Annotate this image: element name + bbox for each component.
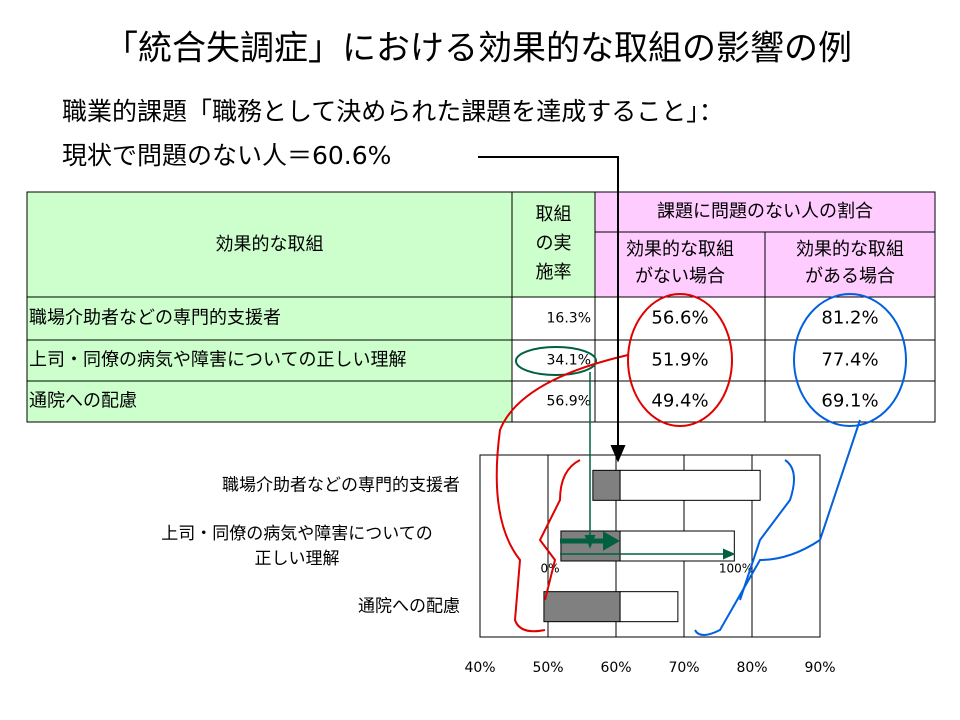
table-header: 効果的な取組 xyxy=(796,239,904,260)
title: 「統合失調症」における効果的な取組の影響の例 xyxy=(104,29,852,69)
table-header: の実 xyxy=(536,233,572,254)
y-tick-label: 職場介助者などの専門的支援者 xyxy=(222,475,460,495)
bar-without xyxy=(543,591,621,623)
table-header: 取組 xyxy=(536,204,572,225)
table-cell-text: 49.4% xyxy=(651,391,708,412)
brace xyxy=(538,459,581,601)
table-cell xyxy=(594,380,766,423)
brace xyxy=(495,354,629,633)
table-cell-text: 16.3% xyxy=(547,311,591,327)
highlight-ellipse xyxy=(793,293,907,427)
x-tick-label: 90% xyxy=(804,660,835,676)
table-cell xyxy=(594,339,766,382)
highlight-ellipse xyxy=(515,346,597,376)
table-cell-text: 通院への配慮 xyxy=(29,391,137,412)
chart: 40% 50% 60% 70% 80% 90% 職場介助者などの専門的支援者上司・同僚の病気… xyxy=(161,454,836,676)
bar-with xyxy=(619,469,761,501)
decorations xyxy=(478,156,907,636)
bar-without xyxy=(592,469,621,501)
table-cell xyxy=(26,191,513,298)
table-cell-text: 職場介助者などの専門的支援者 xyxy=(29,308,281,329)
table-cell xyxy=(26,339,513,382)
annotation: 100% xyxy=(719,562,753,576)
table-cell-text: 56.6% xyxy=(651,308,708,329)
x-tick-label: 70% xyxy=(668,660,699,676)
table-cell-text: 69.1% xyxy=(821,391,878,412)
bar-with xyxy=(619,591,679,623)
y-tick-label: 通院への配慮 xyxy=(358,597,460,617)
table-cell-text: 77.4% xyxy=(821,350,878,371)
subtitle: 職業的課題「職務として決められた課題を達成すること」： xyxy=(62,97,724,126)
x-tick-label: 60% xyxy=(600,660,631,676)
table-cell-text: 56.9% xyxy=(547,394,591,410)
table-header: 効果的な取組 xyxy=(626,239,734,260)
table-cell xyxy=(26,296,513,341)
y-tick-label: 上司・同僚の病気や障害についての正しい理解 xyxy=(161,524,433,569)
table-cell xyxy=(594,296,766,341)
table-cell xyxy=(764,380,936,423)
table-cell xyxy=(26,380,513,423)
table-header: がない場合 xyxy=(635,266,725,287)
table-cell xyxy=(594,231,766,298)
brace xyxy=(739,459,795,601)
table-cell-text: 81.2% xyxy=(821,308,878,329)
table-cell xyxy=(594,191,936,233)
table-cell-text: 51.9% xyxy=(651,350,708,371)
table-header: 効果的な取組 xyxy=(216,234,324,255)
pointer-line xyxy=(478,156,619,448)
brace xyxy=(694,419,861,636)
bar-with xyxy=(619,530,735,562)
highlight-ellipse xyxy=(627,293,733,427)
x-tick-label: 50% xyxy=(532,660,563,676)
subtitle: 現状で問題のない人＝60.6% xyxy=(62,141,391,170)
annotation: 0% xyxy=(540,562,559,576)
x-tick-label: 40% xyxy=(464,660,495,676)
arrowhead xyxy=(603,531,621,551)
table: 効果的な取組取組の実施率課題に問題のない人の割合効果的な取組がない場合効果的な取… xyxy=(26,191,936,423)
arrowhead xyxy=(723,548,736,560)
table-header: 施率 xyxy=(536,262,572,283)
table-cell xyxy=(511,191,596,298)
arrowhead xyxy=(610,445,626,463)
table-cell-text: 上司・同僚の病気や障害についての正しい理解 xyxy=(29,350,406,371)
table-header: 課題に問題のない人の割合 xyxy=(657,201,873,222)
table-cell-text: 34.1% xyxy=(547,353,591,369)
x-tick-label: 80% xyxy=(736,660,767,676)
table-cell xyxy=(764,231,936,298)
table-header: がある場合 xyxy=(805,266,895,287)
